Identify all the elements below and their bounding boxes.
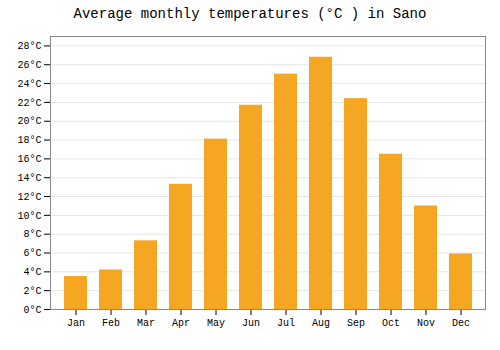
svg-text:8°C: 8°C <box>23 229 41 240</box>
svg-text:Mar: Mar <box>137 318 155 329</box>
svg-text:Jan: Jan <box>67 318 85 329</box>
svg-text:Oct: Oct <box>382 318 400 329</box>
svg-text:Aug: Aug <box>312 318 330 329</box>
svg-text:Feb: Feb <box>102 318 120 329</box>
svg-text:20°C: 20°C <box>17 116 41 127</box>
svg-text:0°C: 0°C <box>23 305 41 316</box>
svg-text:28°C: 28°C <box>17 41 41 52</box>
svg-text:14°C: 14°C <box>17 173 41 184</box>
svg-text:4°C: 4°C <box>23 267 41 278</box>
svg-text:Sep: Sep <box>347 318 365 329</box>
svg-text:18°C: 18°C <box>17 135 41 146</box>
svg-text:24°C: 24°C <box>17 79 41 90</box>
svg-text:May: May <box>207 318 225 329</box>
svg-text:Apr: Apr <box>172 318 190 329</box>
svg-text:Dec: Dec <box>452 318 470 329</box>
svg-text:6°C: 6°C <box>23 248 41 259</box>
svg-text:12°C: 12°C <box>17 192 41 203</box>
svg-text:2°C: 2°C <box>23 286 41 297</box>
svg-text:Nov: Nov <box>417 318 435 329</box>
svg-text:Jul: Jul <box>277 318 295 329</box>
svg-text:16°C: 16°C <box>17 154 41 165</box>
html-text:Average monthly temperatures (: Average monthly temperatures (°C ) in Sa… <box>73 6 427 22</box>
svg-text:Jun: Jun <box>242 318 260 329</box>
svg-text:10°C: 10°C <box>17 211 41 222</box>
svg-text:22°C: 22°C <box>17 98 41 109</box>
svg-text:26°C: 26°C <box>17 60 41 71</box>
